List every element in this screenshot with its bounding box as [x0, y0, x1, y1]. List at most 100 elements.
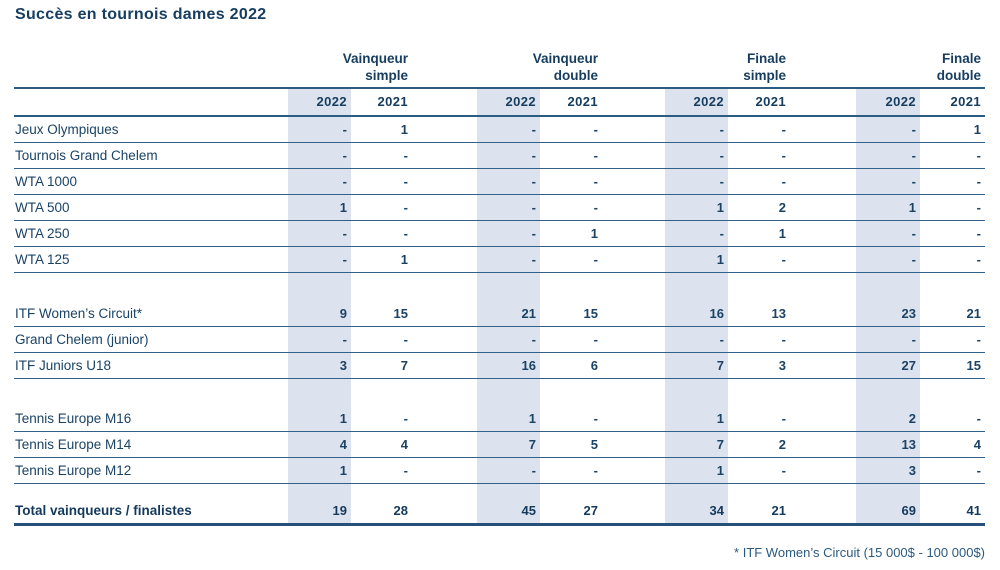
cell-value: -	[719, 226, 724, 241]
group-header-vainqueur-double: Vainqueur double	[477, 50, 602, 89]
cell-value: -	[531, 174, 536, 189]
year-header-row: 2022 2021 2022 2021 2022 2021 2022 2021	[14, 89, 985, 117]
highlight-band-vainqueur-double-2022	[477, 89, 540, 526]
row-label: WTA 125	[15, 252, 70, 267]
cell-value: 1	[400, 122, 408, 137]
table-row: Tennis Europe M12 1 - - - 1 - 3 -	[14, 458, 985, 484]
cell-value: 41	[966, 503, 981, 518]
cell-value: -	[531, 148, 536, 163]
cell-value: 27	[583, 503, 598, 518]
cell-value: -	[911, 332, 916, 347]
cell-value: -	[719, 148, 724, 163]
cell-value: -	[593, 463, 598, 478]
group-header-line2: simple	[743, 68, 786, 83]
table-row: Tennis Europe M16 1 - 1 - 1 - 2 -	[14, 406, 985, 432]
cell-value: 21	[521, 306, 536, 321]
cell-value: 6	[590, 358, 598, 373]
cell-value: 1	[339, 411, 347, 426]
cell-value: -	[403, 148, 408, 163]
cell-value: 21	[771, 503, 786, 518]
cell-value: -	[342, 148, 347, 163]
group-header-line1: Finale	[746, 51, 786, 66]
total-row: Total vainqueurs / finalistes 19 28 45 27 34 2…	[14, 502, 985, 526]
cell-value: 2	[778, 437, 786, 452]
table-row: WTA 125 - 1 - - 1 - - -	[14, 247, 985, 273]
year-header-2021: 2021	[377, 94, 408, 109]
cell-value: 1	[973, 122, 981, 137]
cell-value: -	[593, 200, 598, 215]
cell-value: 4	[973, 437, 981, 452]
group-header-line1: Vainqueur	[532, 51, 598, 66]
cell-value: -	[911, 148, 916, 163]
cell-value: -	[531, 252, 536, 267]
cell-value: 16	[521, 358, 536, 373]
cell-value: 28	[393, 503, 408, 518]
cell-value: -	[531, 332, 536, 347]
cell-value: -	[531, 200, 536, 215]
group-header-line2: double	[553, 68, 598, 83]
group-header-line2: simple	[365, 68, 408, 83]
column-group-header-row: Vainqueur simple Vainqueur double Finale…	[14, 50, 985, 89]
table-row: WTA 250 - - - 1 - 1 - -	[14, 221, 985, 247]
group-header-line1: Finale	[941, 51, 981, 66]
cell-value: -	[976, 411, 981, 426]
cell-value: 4	[339, 437, 347, 452]
cell-value: -	[976, 463, 981, 478]
cell-value: -	[342, 252, 347, 267]
results-table: Vainqueur simple Vainqueur double Finale…	[14, 50, 985, 526]
cell-value: 1	[778, 226, 786, 241]
page-title: Succès en tournois dames 2022	[15, 6, 267, 23]
cell-value: -	[781, 122, 786, 137]
year-header-2022: 2022	[693, 94, 724, 109]
cell-value: -	[593, 174, 598, 189]
cell-value: -	[342, 332, 347, 347]
cell-value: -	[911, 252, 916, 267]
year-header-2021: 2021	[950, 94, 981, 109]
table-row: Tournois Grand Chelem - - - - - - - -	[14, 143, 985, 169]
table-row: WTA 500 1 - - - 1 2 1 -	[14, 195, 985, 221]
highlight-band-finale-double-2022	[856, 89, 920, 526]
cell-value: 3	[778, 358, 786, 373]
row-label: ITF Women’s Circuit*	[15, 306, 143, 321]
row-label: Tennis Europe M12	[15, 463, 132, 478]
cell-value: -	[403, 332, 408, 347]
cell-value: -	[593, 252, 598, 267]
cell-value: -	[403, 174, 408, 189]
cell-value: 1	[400, 252, 408, 267]
cell-value: -	[976, 252, 981, 267]
cell-value: 1	[716, 411, 724, 426]
cell-value: -	[593, 332, 598, 347]
cell-value: 7	[716, 358, 724, 373]
cell-value: -	[911, 174, 916, 189]
corner-cell	[14, 110, 288, 115]
cell-value: 15	[583, 306, 598, 321]
cell-value: -	[342, 174, 347, 189]
cell-value: 3	[339, 358, 347, 373]
cell-value: -	[342, 122, 347, 137]
row-label: WTA 500	[15, 200, 70, 215]
cell-value: -	[531, 122, 536, 137]
cell-value: 5	[590, 437, 598, 452]
row-label: Jeux Olympiques	[15, 122, 119, 137]
cell-value: -	[781, 411, 786, 426]
table-row: ITF Women’s Circuit* 9 15 21 15 16 13 23 21	[14, 301, 985, 327]
cell-value: -	[531, 463, 536, 478]
spacer-row	[14, 484, 985, 502]
row-label: Tournois Grand Chelem	[15, 148, 158, 163]
cell-value: -	[976, 332, 981, 347]
cell-value: 1	[716, 463, 724, 478]
cell-value: -	[781, 148, 786, 163]
cell-value: -	[531, 226, 536, 241]
group-header-vainqueur-simple: Vainqueur simple	[288, 50, 412, 89]
cell-value: 2	[778, 200, 786, 215]
row-label: Tennis Europe M14	[15, 437, 132, 452]
table-row: ITF Juniors U18 3 7 16 6 7 3 27 15	[14, 353, 985, 379]
cell-value: -	[781, 463, 786, 478]
cell-value: -	[403, 411, 408, 426]
cell-value: 13	[771, 306, 786, 321]
cell-value: -	[593, 411, 598, 426]
cell-value: -	[781, 174, 786, 189]
group-header-line2: double	[936, 68, 981, 83]
cell-value: -	[342, 226, 347, 241]
